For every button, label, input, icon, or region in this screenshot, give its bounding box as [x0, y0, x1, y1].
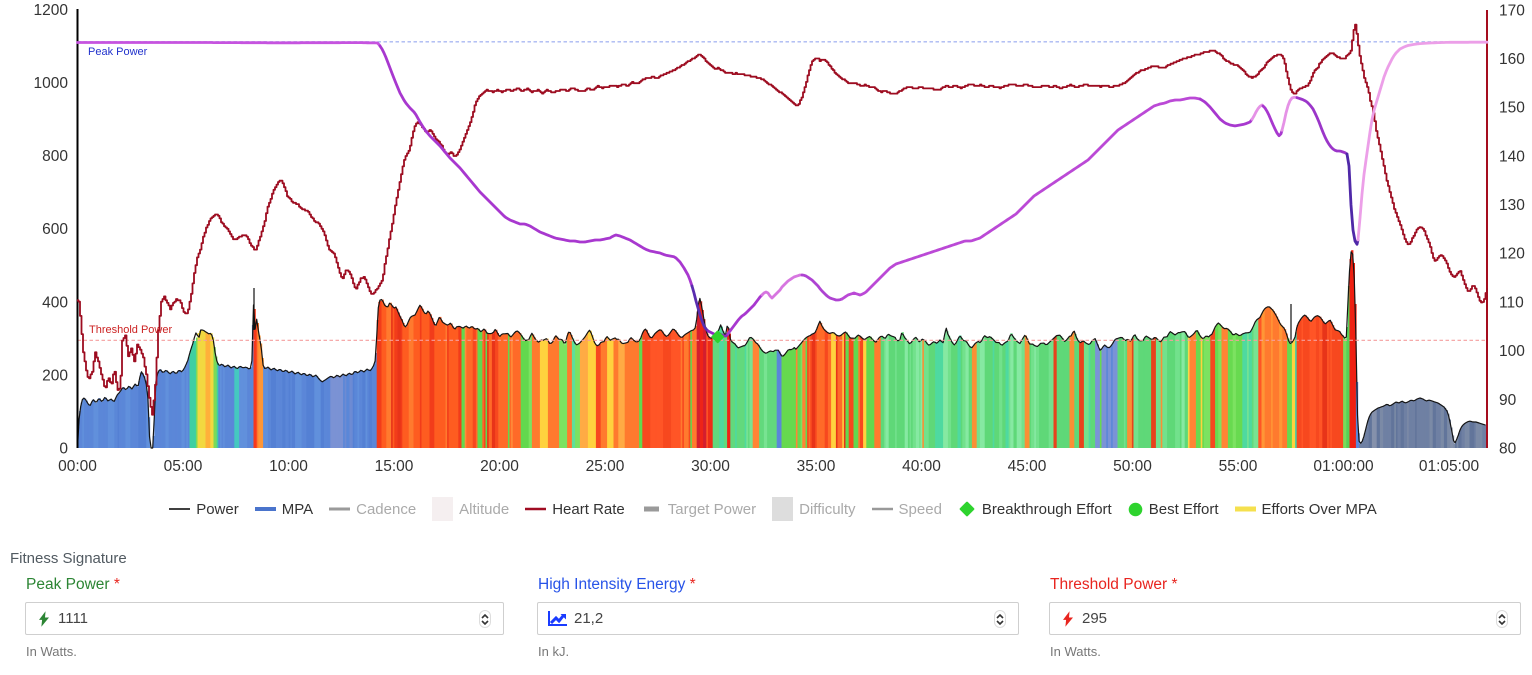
svg-text:Threshold Power: Threshold Power: [89, 324, 172, 336]
svg-text:45:00: 45:00: [1008, 458, 1047, 475]
svg-text:100: 100: [1499, 343, 1525, 360]
svg-text:200: 200: [42, 367, 68, 384]
svg-text:25:00: 25:00: [586, 458, 625, 475]
svg-text:1000: 1000: [34, 75, 69, 92]
svg-text:90: 90: [1499, 392, 1517, 409]
svg-text:40:00: 40:00: [902, 458, 941, 475]
svg-text:10:00: 10:00: [269, 458, 308, 475]
svg-text:50:00: 50:00: [1113, 458, 1152, 475]
svg-text:130: 130: [1499, 197, 1525, 214]
svg-text:0: 0: [59, 441, 68, 458]
svg-text:15:00: 15:00: [375, 458, 414, 475]
svg-text:01:05:00: 01:05:00: [1419, 458, 1480, 475]
svg-text:160: 160: [1499, 51, 1525, 68]
svg-text:Peak Power: Peak Power: [88, 46, 148, 58]
svg-text:20:00: 20:00: [480, 458, 519, 475]
svg-text:01:00:00: 01:00:00: [1313, 458, 1374, 475]
svg-text:600: 600: [42, 221, 68, 238]
svg-text:05:00: 05:00: [164, 458, 203, 475]
svg-text:140: 140: [1499, 148, 1525, 165]
svg-text:150: 150: [1499, 100, 1525, 117]
svg-text:35:00: 35:00: [797, 458, 836, 475]
svg-text:400: 400: [42, 294, 68, 311]
svg-text:00:00: 00:00: [58, 458, 97, 475]
svg-text:80: 80: [1499, 441, 1517, 458]
svg-text:1200: 1200: [34, 2, 69, 19]
svg-text:30:00: 30:00: [691, 458, 730, 475]
svg-text:110: 110: [1499, 294, 1524, 311]
svg-text:800: 800: [42, 148, 68, 165]
svg-text:55:00: 55:00: [1219, 458, 1258, 475]
svg-text:120: 120: [1499, 246, 1525, 263]
svg-text:170: 170: [1499, 2, 1525, 19]
